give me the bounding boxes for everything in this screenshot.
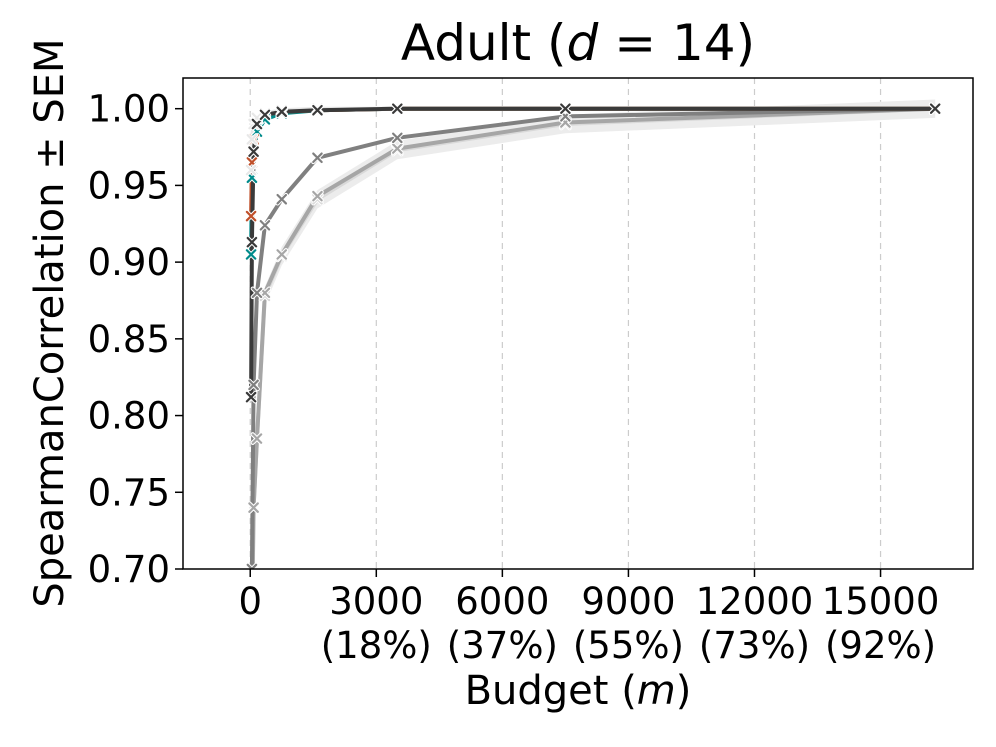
series-line (249, 106, 938, 400)
data-point (258, 219, 272, 232)
marker-cross (248, 657, 256, 665)
data-point (311, 103, 324, 117)
marker-cross (392, 103, 403, 114)
y-tick-label: 0.70 (88, 548, 170, 591)
data-point (391, 102, 404, 115)
marker-cross (245, 249, 257, 260)
marker-cross (276, 106, 288, 118)
data-point (244, 209, 258, 223)
x-tick-sublabel: (37%) (447, 624, 558, 667)
x-tick-label: 9000 (581, 580, 675, 623)
x-tick-sublabel: (18%) (321, 624, 432, 667)
axes-frame (182, 77, 974, 570)
data-point (244, 163, 258, 177)
marker-cross (250, 563, 258, 569)
data-point (247, 501, 260, 514)
y-tick-label: 0.80 (88, 395, 170, 438)
marker-cross (246, 134, 258, 145)
data-point (391, 131, 404, 145)
marker-cross (245, 164, 257, 176)
marker-cross (245, 210, 257, 222)
y-tick-label: 0.90 (88, 241, 170, 284)
data-point (311, 189, 324, 203)
y-tick-label: 0.85 (88, 318, 170, 361)
marker-cross (248, 657, 256, 665)
data-point (250, 432, 264, 445)
data-point (247, 145, 260, 158)
series-line (250, 106, 938, 569)
data-point (258, 108, 272, 122)
marker-cross (276, 249, 288, 260)
marker-cross (259, 220, 271, 231)
series-line (250, 106, 938, 569)
marker-cross (312, 104, 323, 116)
marker-cross (248, 626, 256, 634)
marker-cross (251, 287, 263, 299)
marker-cross (560, 103, 571, 114)
marker-cross (392, 143, 403, 154)
x-tick-sublabel: (73%) (699, 624, 810, 667)
marker-outline (248, 626, 256, 634)
data-point (244, 248, 258, 261)
data-point (244, 390, 258, 404)
marker-outline (248, 657, 256, 665)
marker-cross (246, 236, 258, 248)
marker-cross (251, 433, 263, 444)
marker-cross (245, 391, 257, 403)
data-point (245, 235, 259, 249)
marker-cross (929, 103, 941, 114)
marker-outline (248, 626, 256, 634)
data-point (928, 102, 942, 115)
x-tick-label: 3000 (329, 580, 423, 623)
chart-title: Adult (d = 14) (400, 14, 756, 72)
data-point (245, 562, 259, 569)
marker-cross (259, 109, 271, 121)
x-tick-sublabel: (92%) (825, 624, 936, 667)
y-tick-label: 0.95 (88, 164, 170, 207)
data-point (250, 286, 264, 300)
data-point (250, 117, 264, 131)
data-point (275, 192, 289, 206)
y-tick-label: 1.00 (88, 88, 170, 131)
y-tick-label: 0.75 (88, 471, 170, 514)
x-tick-label: 0 (238, 580, 262, 623)
x-tick-label: 15000 (822, 580, 940, 623)
data-point (311, 151, 324, 165)
x-tick-label: 12000 (696, 580, 814, 623)
marker-cross (276, 193, 288, 205)
y-axis-label: SpearmanCorrelation ± SEM (27, 38, 73, 608)
marker-cross (248, 146, 259, 157)
data-point (275, 105, 289, 119)
x-tick-sublabel: (55%) (573, 624, 684, 667)
data-point (391, 142, 404, 155)
x-axis-label: Budget (m) (464, 668, 692, 714)
marker-cross (246, 563, 254, 569)
marker-outline (248, 657, 256, 665)
data-point (248, 626, 256, 634)
data-point (247, 378, 260, 392)
marker-cross (392, 132, 403, 144)
marker-cross (312, 190, 323, 202)
data-point (248, 657, 256, 665)
data-point (275, 248, 289, 261)
data-point (245, 133, 259, 146)
marker-cross (248, 502, 259, 513)
marker-cross (312, 152, 323, 164)
marker-cross (248, 379, 259, 391)
marker-cross (248, 626, 256, 634)
marker-cross (251, 118, 263, 130)
data-point (559, 102, 572, 115)
plot-area (244, 99, 942, 665)
x-tick-label: 6000 (455, 580, 549, 623)
